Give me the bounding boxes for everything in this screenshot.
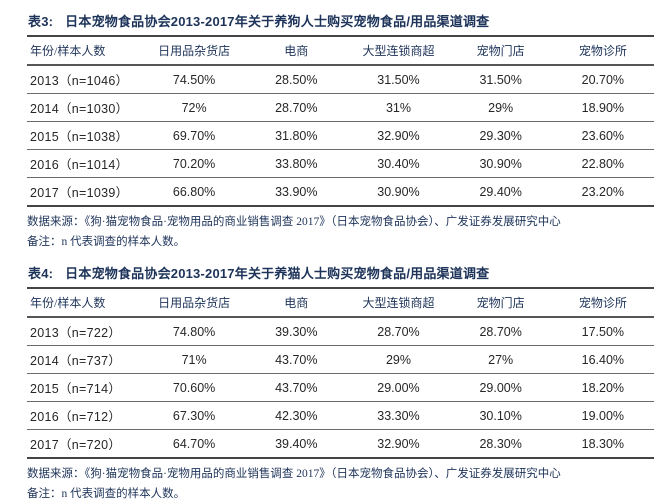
column-header: 日用品杂货店 bbox=[142, 35, 246, 66]
value-cell: 17.50% bbox=[551, 317, 654, 347]
value-cell: 64.70% bbox=[142, 429, 246, 460]
table-tag: 表3: bbox=[28, 14, 54, 29]
value-cell: 72% bbox=[142, 93, 246, 122]
column-header: 大型连锁商超 bbox=[347, 287, 450, 319]
value-cell: 74.80% bbox=[142, 317, 246, 347]
year-sample-cell: 2016（n=1014） bbox=[27, 149, 143, 178]
column-header: 电商 bbox=[245, 35, 348, 66]
value-cell: 67.30% bbox=[142, 401, 246, 431]
table-row: 2017（n=720） 64.70% 39.40% 32.90% 28.30% … bbox=[27, 429, 654, 460]
table-row: 2016（n=1014） 70.20% 33.80% 30.40% 30.90%… bbox=[27, 149, 654, 178]
column-header: 宠物诊所 bbox=[551, 35, 654, 66]
value-cell: 19.00% bbox=[551, 401, 654, 431]
data-source-note: 数据来源：《狗·猫宠物食品·宠物用品的商业销售调查 2017》（日本宠物食品协会… bbox=[27, 468, 561, 481]
data-source-note: 数据来源：《狗·猫宠物食品·宠物用品的商业销售调查 2017》（日本宠物食品协会… bbox=[27, 216, 561, 228]
value-cell: 28.70% bbox=[347, 317, 450, 347]
table-row: 2014（n=1030） 72% 28.70% 31% 29% 18.90% bbox=[27, 93, 654, 122]
value-cell: 31.50% bbox=[347, 65, 450, 94]
channel-survey-table-dog: 年份/样本人数 日用品杂货店 电商 大型连锁商超 宠物门店 宠物诊所 2013（… bbox=[27, 35, 654, 207]
header-row: 年份/样本人数 日用品杂货店 电商 大型连锁商超 宠物门店 宠物诊所 bbox=[27, 287, 654, 319]
value-cell: 16.40% bbox=[551, 345, 654, 375]
table-title: 日本宠物食品协会2013-2017年关于养狗人士购买宠物食品/用品渠道调查 bbox=[65, 14, 490, 29]
value-cell: 70.60% bbox=[142, 373, 246, 403]
value-cell: 31.50% bbox=[449, 65, 552, 94]
value-cell: 71% bbox=[142, 345, 246, 375]
value-cell: 23.60% bbox=[551, 121, 654, 150]
value-cell: 33.90% bbox=[245, 177, 348, 207]
value-cell: 66.80% bbox=[142, 177, 246, 207]
column-header: 宠物诊所 bbox=[551, 287, 654, 319]
column-header: 日用品杂货店 bbox=[142, 287, 246, 319]
remark-note: 备注：n 代表调查的样本人数。 bbox=[27, 235, 186, 248]
value-cell: 18.90% bbox=[551, 93, 654, 122]
value-cell: 29.40% bbox=[449, 177, 552, 207]
header-row: 年份/样本人数 日用品杂货店 电商 大型连锁商超 宠物门店 宠物诊所 bbox=[27, 35, 654, 66]
cat-channel-table-section: 表4: 日本宠物食品协会2013-2017年关于养猫人士购买宠物食品/用品渠道调查… bbox=[27, 263, 654, 502]
table-caption: 表3: 日本宠物食品协会2013-2017年关于养狗人士购买宠物食品/用品渠道调查 bbox=[28, 11, 654, 30]
value-cell: 28.30% bbox=[449, 429, 552, 460]
channel-survey-table-cat: 年份/样本人数 日用品杂货店 电商 大型连锁商超 宠物门店 宠物诊所 2013（… bbox=[27, 287, 654, 460]
value-cell: 30.10% bbox=[449, 401, 552, 431]
value-cell: 32.90% bbox=[347, 121, 450, 150]
column-header: 大型连锁商超 bbox=[347, 35, 450, 66]
value-cell: 29% bbox=[347, 345, 450, 375]
table-row: 2014（n=737） 71% 43.70% 29% 27% 16.40% bbox=[27, 345, 654, 375]
value-cell: 33.80% bbox=[245, 149, 348, 178]
year-sample-cell: 2014（n=1030） bbox=[27, 93, 143, 122]
value-cell: 27% bbox=[449, 345, 552, 375]
table-row: 2015（n=714） 70.60% 43.70% 29.00% 29.00% … bbox=[27, 373, 654, 403]
value-cell: 74.50% bbox=[142, 65, 246, 94]
value-cell: 70.20% bbox=[142, 149, 246, 178]
year-sample-cell: 2017（n=1039） bbox=[27, 177, 143, 207]
value-cell: 28.70% bbox=[449, 317, 552, 347]
value-cell: 28.50% bbox=[245, 65, 348, 94]
value-cell: 22.80% bbox=[551, 149, 654, 178]
remark-note: 备注：n 代表调查的样本人数。 bbox=[27, 488, 186, 501]
dog-channel-table-section: 表3: 日本宠物食品协会2013-2017年关于养狗人士购买宠物食品/用品渠道调查… bbox=[27, 11, 654, 250]
value-cell: 18.30% bbox=[551, 429, 654, 460]
value-cell: 18.20% bbox=[551, 373, 654, 403]
year-sample-cell: 2013（n=722） bbox=[27, 317, 143, 347]
table-row: 2017（n=1039） 66.80% 33.90% 30.90% 29.40%… bbox=[27, 177, 654, 207]
value-cell: 33.30% bbox=[347, 401, 450, 431]
year-sample-cell: 2014（n=737） bbox=[27, 345, 143, 375]
value-cell: 43.70% bbox=[245, 373, 348, 403]
year-sample-cell: 2017（n=720） bbox=[27, 429, 143, 460]
value-cell: 23.20% bbox=[551, 177, 654, 207]
year-sample-cell: 2016（n=712） bbox=[27, 401, 143, 431]
year-sample-cell: 2015（n=1038） bbox=[27, 121, 143, 150]
column-header: 宠物门店 bbox=[449, 35, 552, 66]
table-row: 2013（n=722） 74.80% 39.30% 28.70% 28.70% … bbox=[27, 317, 654, 347]
value-cell: 39.40% bbox=[245, 429, 348, 460]
year-sample-cell: 2013（n=1046） bbox=[27, 65, 143, 94]
column-header: 年份/样本人数 bbox=[27, 35, 143, 66]
column-header: 年份/样本人数 bbox=[27, 287, 143, 319]
value-cell: 29.30% bbox=[449, 121, 552, 150]
value-cell: 29.00% bbox=[449, 373, 552, 403]
value-cell: 29.00% bbox=[347, 373, 450, 403]
column-header: 宠物门店 bbox=[449, 287, 552, 319]
table-tag: 表4: bbox=[28, 266, 54, 282]
value-cell: 32.90% bbox=[347, 429, 450, 460]
table-title: 日本宠物食品协会2013-2017年关于养猫人士购买宠物食品/用品渠道调查 bbox=[65, 266, 490, 282]
value-cell: 28.70% bbox=[245, 93, 348, 122]
value-cell: 31% bbox=[347, 93, 450, 122]
value-cell: 20.70% bbox=[551, 65, 654, 94]
value-cell: 69.70% bbox=[142, 121, 246, 150]
value-cell: 39.30% bbox=[245, 317, 348, 347]
value-cell: 43.70% bbox=[245, 345, 348, 375]
value-cell: 31.80% bbox=[245, 121, 348, 150]
value-cell: 42.30% bbox=[245, 401, 348, 431]
year-sample-cell: 2015（n=714） bbox=[27, 373, 143, 403]
table-row: 2015（n=1038） 69.70% 31.80% 32.90% 29.30%… bbox=[27, 121, 654, 150]
table-row: 2016（n=712） 67.30% 42.30% 33.30% 30.10% … bbox=[27, 401, 654, 431]
table-row: 2013（n=1046） 74.50% 28.50% 31.50% 31.50%… bbox=[27, 65, 654, 94]
table-caption: 表4: 日本宠物食品协会2013-2017年关于养猫人士购买宠物食品/用品渠道调查 bbox=[28, 263, 654, 282]
value-cell: 30.90% bbox=[449, 149, 552, 178]
value-cell: 30.40% bbox=[347, 149, 450, 178]
column-header: 电商 bbox=[245, 287, 348, 319]
value-cell: 30.90% bbox=[347, 177, 450, 207]
value-cell: 29% bbox=[449, 93, 552, 122]
